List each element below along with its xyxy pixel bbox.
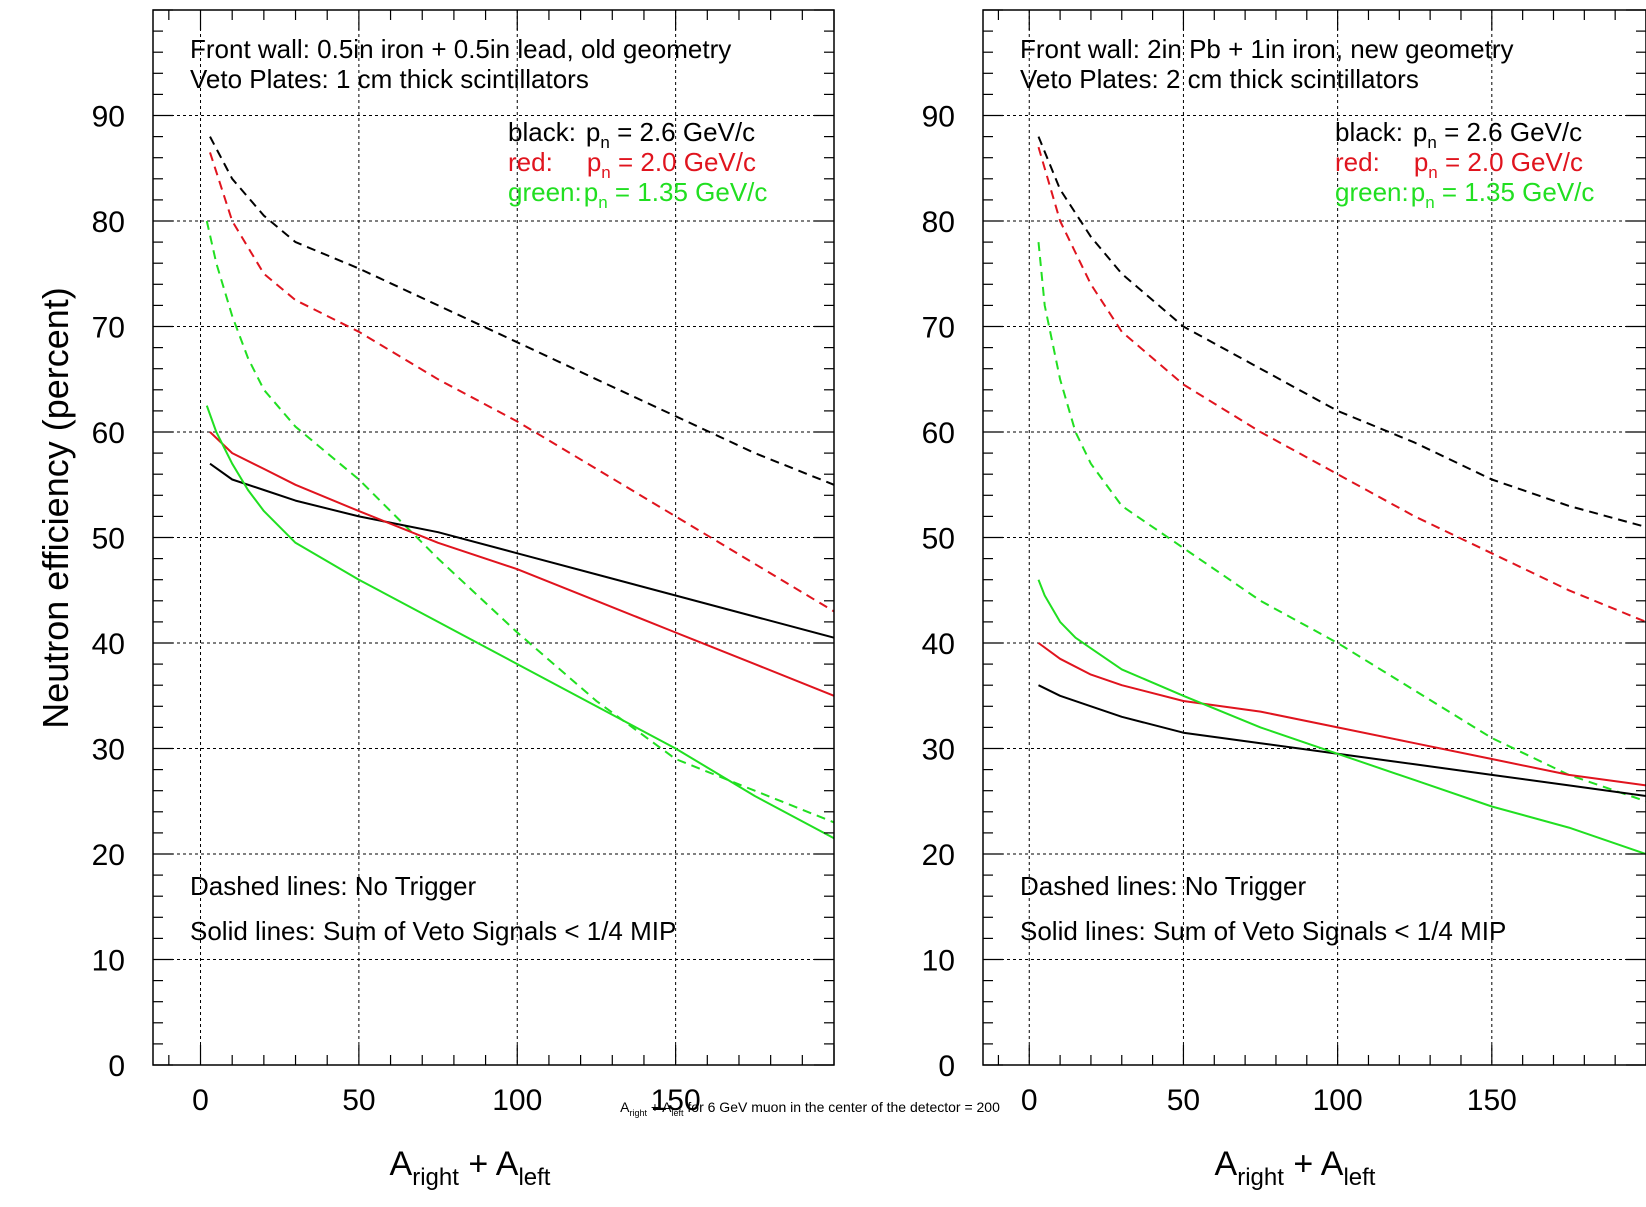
left-ytick-label-30: 30 xyxy=(92,734,125,767)
left-legend: black:pn = 2.6 GeV/c red:pn = 2.0 GeV/c … xyxy=(508,117,767,212)
left-ytick-label-70: 70 xyxy=(92,312,125,345)
left-annotation-wall: Front wall: 0.5in iron + 0.5in lead, old… xyxy=(190,34,731,64)
left-ytick-label-50: 50 xyxy=(92,523,125,556)
right-ytick-label-30: 30 xyxy=(922,734,955,767)
left-annotation-dashed: Dashed lines: No Trigger xyxy=(190,871,476,901)
left-annotation-veto: Veto Plates: 1 cm thick scintillators xyxy=(190,64,589,94)
right-ytick-label-70: 70 xyxy=(922,312,955,345)
right-ytick-label-50: 50 xyxy=(922,523,955,556)
left-ytick-label-20: 20 xyxy=(92,839,125,872)
right-annotation-veto: Veto Plates: 2 cm thick scintillators xyxy=(1020,64,1419,94)
left-ytick-label-80: 80 xyxy=(92,206,125,239)
right-xtick-label-0: 0 xyxy=(1021,1084,1038,1117)
left-ytick-label-60: 60 xyxy=(92,417,125,450)
right-xtick-label-150: 150 xyxy=(1467,1084,1517,1117)
left-xtick-label-100: 100 xyxy=(492,1084,542,1117)
right-ytick-label-40: 40 xyxy=(922,628,955,661)
right-ytick-label-60: 60 xyxy=(922,417,955,450)
y-axis-label: Neutron efficiency (percent) xyxy=(35,287,76,729)
right-ytick-label-90: 90 xyxy=(922,101,955,134)
right-ytick-label-10: 10 xyxy=(922,945,955,978)
left-xtick-label-50: 50 xyxy=(342,1084,375,1117)
right-annotation-dashed: Dashed lines: No Trigger xyxy=(1020,871,1306,901)
left-legend-green: green:pn = 1.35 GeV/c xyxy=(508,177,767,212)
right-xtick-label-100: 100 xyxy=(1313,1084,1363,1117)
right-xtick-label-50: 50 xyxy=(1167,1084,1200,1117)
right-ytick-label-80: 80 xyxy=(922,206,955,239)
left-xtick-label-0: 0 xyxy=(192,1084,209,1117)
right-legend-green: green:pn = 1.35 GeV/c xyxy=(1335,177,1594,212)
right-legend: black:pn = 2.6 GeV/c red:pn = 2.0 GeV/c … xyxy=(1335,117,1594,212)
left-ytick-label-10: 10 xyxy=(92,945,125,978)
right-ytick-label-20: 20 xyxy=(922,839,955,872)
left-annotation-solid: Solid lines: Sum of Veto Signals < 1/4 M… xyxy=(190,916,676,946)
left-ytick-label-90: 90 xyxy=(92,101,125,134)
right-annotation-wall: Front wall: 2in Pb + 1in iron, new geome… xyxy=(1020,34,1514,64)
right-annotation-solid: Solid lines: Sum of Veto Signals < 1/4 M… xyxy=(1020,916,1506,946)
left-ytick-label-40: 40 xyxy=(92,628,125,661)
left-ytick-label-0: 0 xyxy=(108,1050,125,1083)
right-ytick-label-0: 0 xyxy=(938,1050,955,1083)
